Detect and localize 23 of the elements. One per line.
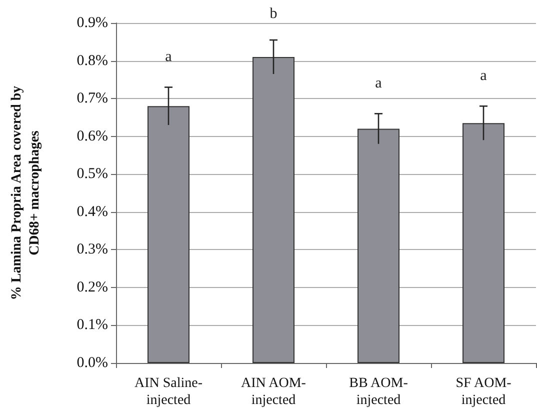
bar (358, 128, 400, 363)
y-tick-label: 0.4% (76, 204, 108, 220)
x-tick-label: AIN AOM- injected (241, 376, 306, 408)
y-tick-label: 0.3% (76, 242, 108, 258)
bar (252, 57, 294, 363)
y-tick-label: 0.5% (76, 166, 108, 182)
x-tick-label: BB AOM- injected (349, 376, 408, 408)
x-tick-label: AIN Saline- injected (134, 376, 203, 408)
y-tick-label: 0.9% (76, 15, 108, 31)
y-tick-label: 0.6% (76, 128, 108, 144)
x-tick-label: SF AOM- injected (456, 376, 512, 408)
y-tick-label: 0.0% (76, 355, 108, 371)
annotation: a (375, 76, 382, 92)
bar (148, 106, 190, 363)
y-tick-label: 0.7% (76, 90, 108, 107)
y-tick-label: 0.8% (76, 52, 108, 69)
y-tick-label: 0.2% (76, 279, 108, 296)
y-axis-title: % Lamina Propria Area covered by CD68+ macrophages (10, 86, 42, 300)
y-tick-label: 0.1% (76, 317, 108, 334)
annotation: a (480, 68, 488, 84)
annotation: a (165, 49, 172, 66)
bar (462, 123, 504, 363)
text: b (270, 6, 278, 22)
